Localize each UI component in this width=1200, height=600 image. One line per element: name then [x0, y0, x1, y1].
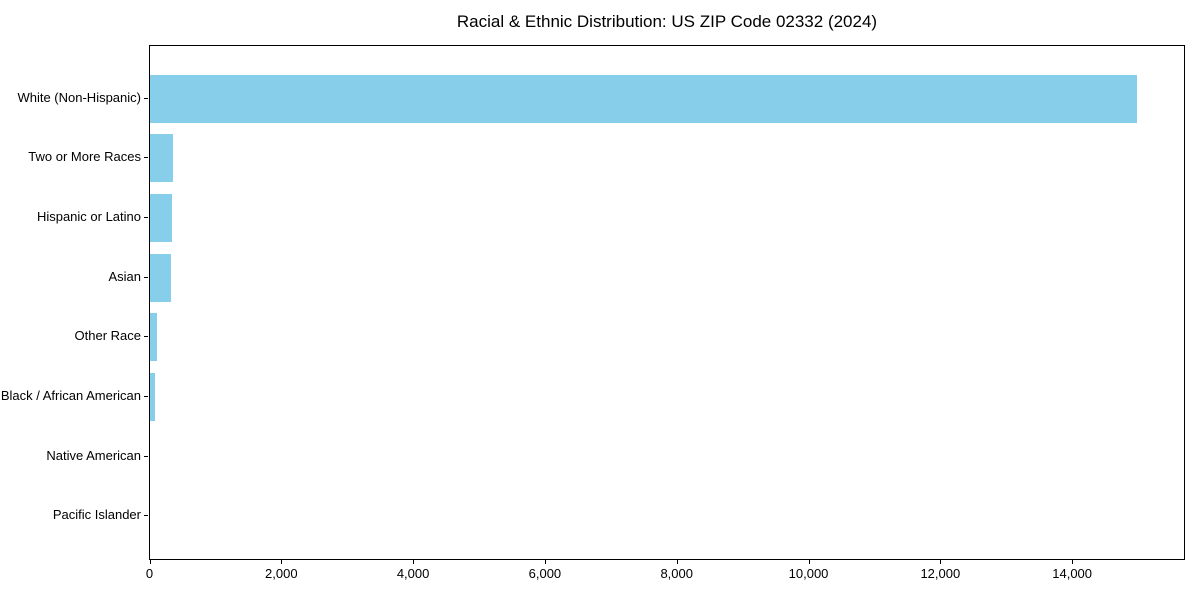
x-tick-label: 4,000 [396, 566, 430, 581]
chart-title: Racial & Ethnic Distribution: US ZIP Cod… [456, 12, 878, 31]
x-tick [149, 560, 151, 564]
y-tick [144, 97, 148, 99]
x-tick [544, 560, 546, 564]
x-tick-label: 0 [145, 566, 154, 581]
y-tick-label: Black / African American [0, 388, 141, 403]
y-tick-label: Asian [108, 268, 141, 284]
y-tick [144, 216, 148, 218]
y-tick-label: Other Race [74, 328, 141, 344]
x-tick-label: 2,000 [265, 566, 298, 581]
y-tick-label: Two or More Races [28, 149, 141, 165]
bar [150, 134, 173, 183]
y-tick-label: Hispanic or Latino [36, 208, 141, 224]
y-tick-label: Pacific Islander [52, 507, 141, 523]
x-tick [676, 560, 678, 564]
x-tick-label: 8,000 [660, 566, 693, 581]
y-tick [144, 276, 148, 278]
y-tick-label: Native American [46, 447, 141, 463]
y-tick [144, 515, 148, 517]
y-tick [144, 396, 148, 397]
bar [150, 253, 172, 302]
plot-area [149, 45, 1185, 560]
x-tick-label: 10,000 [788, 566, 829, 581]
y-tick [144, 455, 148, 457]
x-tick [940, 560, 942, 564]
x-tick [808, 560, 810, 564]
bar [150, 373, 155, 421]
x-tick [281, 560, 283, 564]
y-tick [144, 157, 148, 159]
x-tick-label: 6,000 [528, 566, 562, 581]
y-tick-label: White (Non-Hispanic) [17, 89, 141, 105]
y-tick [144, 336, 148, 338]
x-tick [413, 560, 415, 564]
bar [150, 193, 172, 242]
bar [150, 74, 1137, 123]
x-tick-label: 12,000 [920, 566, 961, 581]
bar [150, 313, 157, 362]
x-tick-label: 14,000 [1052, 566, 1093, 581]
x-tick [1072, 560, 1074, 564]
